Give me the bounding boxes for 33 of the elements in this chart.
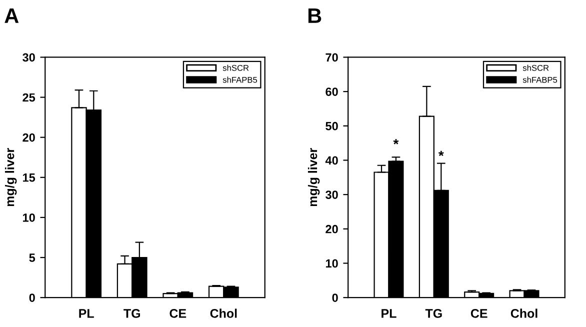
y-tick-label: 15 [23,174,36,182]
y-tick-label: 0 [29,294,35,302]
y-tick-label: 5 [29,254,36,262]
x-tick-label: CE [470,309,488,318]
y-tick-label: 40 [325,156,338,165]
x-tick-label: PL [79,309,94,318]
y-tick-label: 50 [326,122,338,130]
annotation: * [393,139,399,144]
y-tick-label: 0 [332,294,338,302]
x-tick-label: Chol [210,308,237,318]
x-tick-label: Chol [510,308,538,318]
y-tick-label: 10 [23,213,35,222]
y-tick-label: 60 [326,88,338,96]
y-tick-label: 20 [22,133,35,142]
y-tick-label: 10 [326,259,338,268]
x-tick-label: CE [170,309,186,318]
x-tick-label: TG [124,309,140,318]
legend-label: shFABP5 [522,76,558,83]
legend-label: shFAPB5 [222,76,258,83]
chart-title: A [4,8,19,23]
x-tick-label: PL [382,309,396,318]
annotation: * [438,150,444,156]
y-axis-title: mg/g liver [5,148,17,206]
y-tick-label: 30 [326,190,338,199]
legend-label: shSCR [222,64,249,71]
y-tick-label: 20 [326,224,338,234]
y-tick-label: 70 [326,53,338,62]
legend-label: shSCR [522,64,549,71]
chart-title: B [308,8,322,23]
y-tick-label: 25 [22,93,36,102]
x-tick-label: TG [425,309,442,318]
y-axis-title: mg/g liver [308,148,320,206]
y-tick-label: 30 [22,53,35,62]
